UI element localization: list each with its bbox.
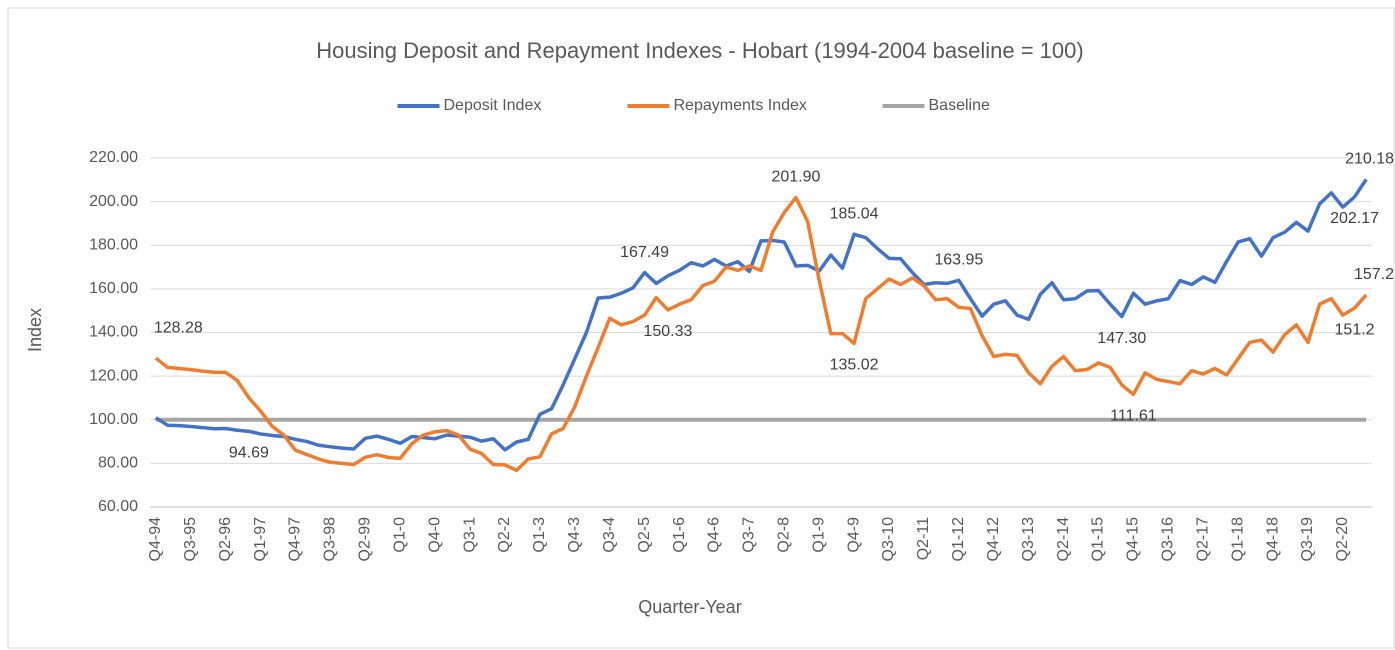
legend-label: Baseline [929, 97, 990, 114]
x-tick-label: Q1-0 [391, 517, 408, 553]
x-tick-label: Q3-98 [322, 517, 339, 562]
x-tick-label: Q1-3 [531, 517, 548, 553]
x-tick-label: Q4-6 [706, 517, 723, 553]
x-tick-label: Q3-16 [1160, 517, 1177, 562]
x-tick-label: Q2-99 [357, 517, 374, 562]
x-tick-label: Q3-7 [741, 517, 758, 553]
data-label: 147.30 [1097, 330, 1146, 347]
x-tick-label: Q2-8 [775, 517, 792, 553]
x-tick-label: Q3-13 [1020, 517, 1037, 562]
x-tick-label: Q2-5 [636, 517, 653, 553]
data-label: 151.2 [1335, 321, 1375, 338]
x-tick-label: Q2-96 [217, 517, 234, 562]
x-tick-label: Q3-4 [601, 517, 618, 553]
x-tick-label: Q2-17 [1194, 517, 1211, 562]
data-label: 157.2 [1354, 266, 1394, 283]
x-tick-label: Q2-11 [915, 517, 932, 560]
data-label: 94.69 [229, 445, 269, 462]
x-tick-label: Q1-6 [671, 517, 688, 553]
y-tick-label: 120.00 [89, 367, 138, 384]
x-tick-label: Q1-12 [950, 517, 967, 562]
x-tick-label: Q2-20 [1334, 517, 1351, 562]
x-tick-label: Q2-2 [496, 517, 513, 553]
x-tick-label: Q4-0 [426, 517, 443, 553]
data-label: 150.33 [643, 323, 692, 340]
y-tick-label: 180.00 [89, 236, 138, 253]
y-axis-title: Index [25, 308, 45, 352]
series-line [154, 195, 1368, 473]
x-tick-label: Q4-15 [1125, 517, 1142, 562]
data-label: 135.02 [830, 357, 879, 374]
x-tick-label: Q4-12 [985, 517, 1002, 562]
x-tick-label: Q3-19 [1299, 517, 1316, 562]
x-tick-label: Q4-94 [147, 517, 164, 562]
x-tick-label: Q4-18 [1264, 517, 1281, 562]
x-tick-label: Q1-9 [810, 517, 827, 553]
x-tick-label: Q1-97 [252, 517, 269, 562]
data-label: 111.61 [1110, 408, 1157, 425]
y-tick-label: 60.00 [98, 498, 138, 515]
x-tick-label: Q2-14 [1055, 517, 1072, 562]
y-tick-label: 80.00 [98, 455, 138, 472]
y-tick-label: 200.00 [89, 193, 138, 210]
y-tick-label: 160.00 [89, 280, 138, 297]
legend-label: Repayments Index [674, 97, 807, 114]
series-line [154, 178, 1368, 452]
legend-label: Deposit Index [444, 97, 542, 114]
x-tick-label: Q4-3 [566, 517, 583, 553]
y-tick-label: 100.00 [89, 411, 138, 428]
x-tick-label: Q1-18 [1229, 517, 1246, 562]
y-tick-label: 140.00 [89, 324, 138, 341]
x-tick-label: Q3-10 [880, 517, 897, 562]
data-label: 202.17 [1330, 210, 1379, 227]
x-tick-label: Q3-1 [461, 517, 478, 553]
x-tick-label: Q3-95 [182, 517, 199, 562]
data-label: 128.28 [154, 319, 203, 336]
data-label: 201.90 [771, 169, 820, 186]
chart-border [7, 7, 1395, 649]
x-tick-label: Q1-15 [1090, 517, 1107, 562]
data-label: 167.49 [620, 244, 669, 261]
data-label: 185.04 [830, 205, 879, 222]
x-tick-label: Q4-97 [287, 517, 304, 562]
data-label: 210.18 [1345, 151, 1394, 168]
chart-title: Housing Deposit and Repayment Indexes - … [316, 38, 1083, 63]
x-axis-title: Quarter-Year [638, 597, 741, 617]
data-label: 163.95 [934, 251, 983, 268]
x-tick-label: Q4-9 [845, 517, 862, 553]
y-tick-label: 220.00 [89, 149, 138, 166]
